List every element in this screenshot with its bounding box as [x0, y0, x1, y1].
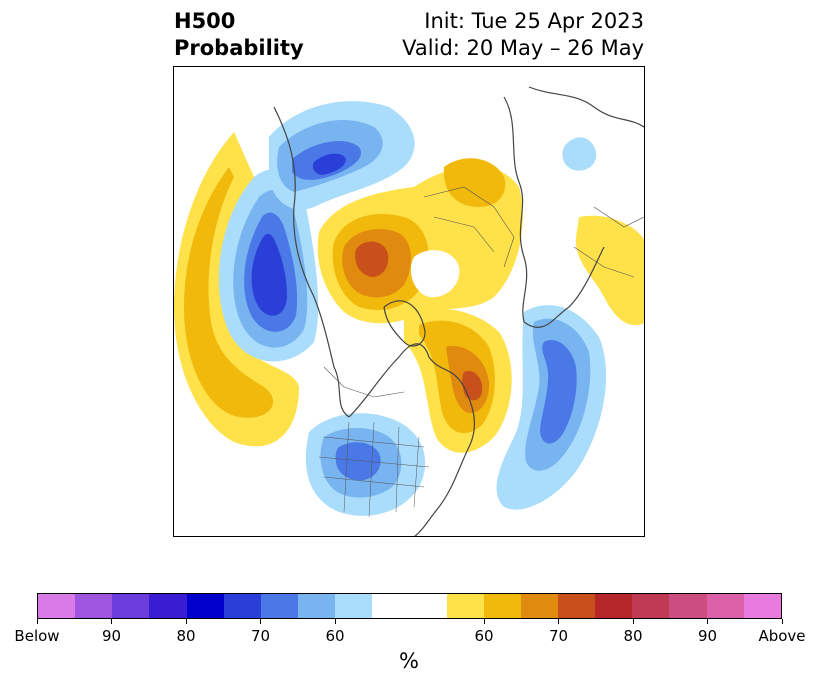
colorbar-segment: [706, 594, 744, 618]
title-left: H500 Probability: [174, 8, 304, 62]
colorbar-tick-label: 60: [325, 627, 345, 645]
colorbar-segment: [372, 594, 447, 618]
colorbar-segment: [595, 594, 633, 618]
colorbar-segment: [149, 594, 187, 618]
colorbar-segment: [483, 594, 521, 618]
colorbar-segment: [335, 594, 373, 618]
colorbar-tick-label: 80: [176, 627, 196, 645]
colorbar-tick-mark: [111, 619, 112, 624]
coastlines-icon: [273, 86, 644, 536]
colorbar-segment: [75, 594, 113, 618]
colorbar-segment: [669, 594, 707, 618]
colorbar-tick-mark: [483, 619, 485, 624]
title-right: Init: Tue 25 Apr 2023 Valid: 20 May – 26…: [402, 8, 644, 62]
colorbar-segment: [557, 594, 596, 618]
colorbar-tick-mark: [260, 619, 261, 624]
colorbar-tick-label: 70: [548, 627, 569, 645]
colorbar-tick-mark: [558, 619, 559, 624]
product-title: Probability: [174, 36, 304, 60]
probability-map: [174, 86, 644, 536]
colorbar-tick-label: 80: [623, 627, 643, 645]
colorbar-segment: [260, 594, 298, 618]
colorbar-segment: [297, 594, 336, 618]
init-time: Init: Tue 25 Apr 2023: [424, 9, 644, 33]
valid-period: Valid: 20 May – 26 May: [402, 36, 644, 60]
colorbar-tick-mark: [185, 619, 187, 624]
colorbar-tick-label: 70: [250, 627, 271, 645]
colorbar-tick-mark: [334, 619, 336, 624]
colorbar-tick-label: Above: [758, 627, 806, 645]
above-region-europe: [575, 215, 644, 326]
colorbar-segment: [520, 594, 558, 618]
below-region-us-3: [335, 442, 381, 481]
above-region-pacific-2: [184, 167, 274, 418]
below-region-atlantic-3: [540, 339, 577, 444]
colorbar-tick-mark: [36, 619, 38, 624]
colorbar-tick-label: Below: [14, 627, 60, 645]
country-borders-icon: [323, 186, 644, 398]
colorbar-segment: [743, 594, 781, 618]
colorbar-tick-label: 90: [697, 627, 718, 645]
colorbar-label: %: [399, 649, 419, 673]
colorbar-segment: [632, 594, 670, 618]
colorbar: [37, 593, 782, 619]
colorbar-tick-label: 60: [474, 627, 494, 645]
above-region-arctic-3: [443, 158, 506, 207]
neutral-region-pole: [410, 250, 460, 298]
colorbar-segment: [112, 594, 150, 618]
colorbar-segment: [223, 594, 261, 618]
below-region-eurasia: [562, 137, 597, 171]
us-state-borders-icon: [318, 421, 430, 518]
map-panel: [173, 66, 645, 537]
below-region-pacific-4: [251, 233, 287, 316]
colorbar-tick-mark: [781, 619, 783, 624]
colorbar-segment: [186, 594, 224, 618]
colorbar-segment: [446, 594, 484, 618]
below-region-siberia-4: [312, 153, 346, 175]
colorbar-tick-mark: [632, 619, 634, 624]
colorbar-tick-mark: [707, 619, 708, 624]
variable-title: H500: [174, 9, 236, 33]
colorbar-tick-label: 90: [101, 627, 122, 645]
colorbar-segment: [38, 594, 76, 618]
above-region-arctic-5: [355, 241, 389, 277]
